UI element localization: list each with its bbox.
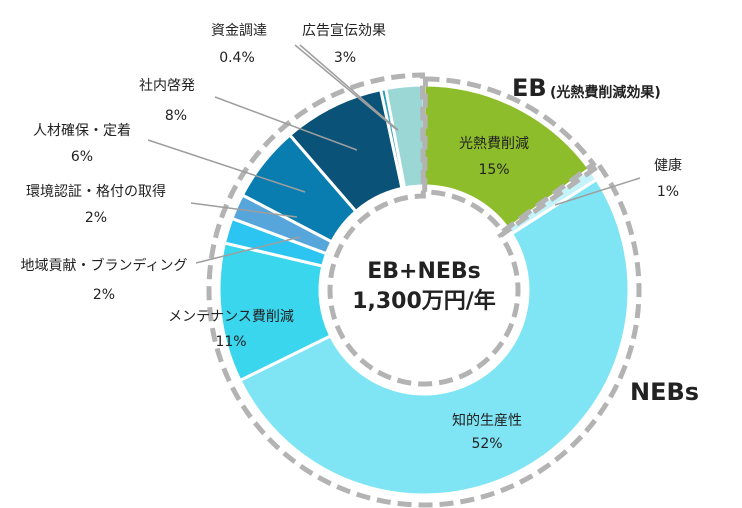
slice-label-value: 11% — [215, 334, 246, 350]
slice-2 — [238, 177, 631, 497]
slice-0 — [422, 83, 592, 231]
center-label-line1: EB+NEBs — [367, 259, 481, 284]
slice-label-value: 6% — [71, 149, 93, 165]
leader-line-5 — [190, 202, 298, 218]
slice-label-name: 環境認証・格付の取得 — [26, 183, 166, 200]
slice-label-name: 知的生産性 — [452, 412, 522, 429]
leader-line-6 — [147, 139, 306, 193]
slice-label-name: 社内啓発 — [139, 78, 195, 94]
slices-layer — [217, 83, 631, 497]
group-label-eb: EB — [512, 74, 547, 102]
slice-label-value: 8% — [165, 108, 187, 124]
slice-label-name: メンテナンス費削減 — [168, 308, 294, 325]
slice-label-name: 地域貢献・ブランディング — [20, 257, 187, 274]
group-sublabel-eb: (光熱費削減効果) — [550, 84, 661, 101]
leader-line-7 — [214, 96, 358, 151]
slice-label-name: 人材確保・定着 — [33, 123, 131, 139]
slice-label-name: 広告宣伝効果 — [302, 23, 386, 39]
slice-label-value: 0.4% — [219, 50, 255, 66]
slice-label-name: 光熱費削減 — [459, 135, 529, 152]
slice-label-value: 3% — [334, 50, 356, 66]
leader-line-9 — [299, 44, 399, 131]
group-outline-eb — [422, 76, 597, 236]
slice-label-name: 資金調達 — [211, 23, 267, 39]
group-label-nebs: NEBs — [630, 378, 699, 406]
slice-label-value: 2% — [93, 287, 115, 303]
slice-label-name: 健康 — [654, 157, 682, 174]
slice-label-value: 2% — [85, 210, 107, 226]
leader-line-4 — [195, 236, 301, 264]
group-rings-layer — [206, 72, 642, 508]
slice-label-value: 1% — [657, 184, 679, 200]
leader-line-1 — [554, 177, 641, 206]
slice-label-value: 52% — [471, 436, 502, 452]
slice-label-value: 15% — [478, 162, 509, 178]
leader-lines-layer — [147, 44, 641, 264]
center-label-line2: 1,300万円/年 — [352, 288, 496, 314]
group-outline-nebs — [206, 72, 642, 508]
leader-line-8 — [294, 44, 398, 131]
